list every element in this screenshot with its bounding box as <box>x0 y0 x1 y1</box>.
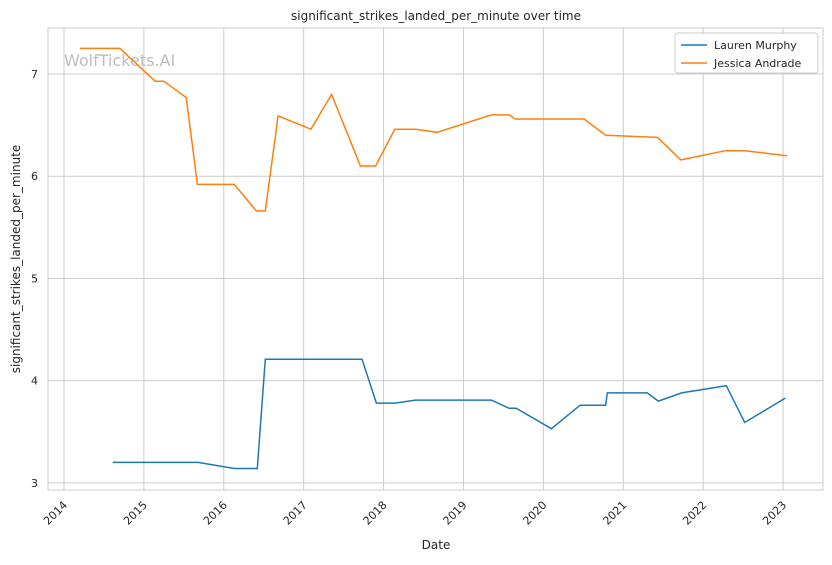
chart-title: significant_strikes_landed_per_minute ov… <box>291 9 581 23</box>
x-tick-label: 2019 <box>441 499 470 528</box>
x-tick-labels: 2014 2015 2016 2017 2018 2019 2020 2021 2022 2023 <box>41 499 789 528</box>
legend-box <box>674 32 819 74</box>
x-tick-label: 2021 <box>600 499 629 528</box>
y-tick-label: 4 <box>31 375 38 388</box>
y-tick-labels: 3 4 5 6 7 <box>31 68 38 490</box>
legend-label-lauren-murphy: Lauren Murphy <box>714 39 797 52</box>
y-tick-label: 5 <box>31 272 38 285</box>
y-tick-label: 6 <box>31 170 38 183</box>
y-tick-label: 3 <box>31 477 38 490</box>
x-tick-label: 2023 <box>760 499 789 528</box>
y-axis-label: significant_strikes_landed_per_minute <box>9 145 23 374</box>
x-tick-label: 2014 <box>41 499 70 528</box>
series-group <box>80 47 788 470</box>
plot-frame <box>47 27 824 491</box>
x-tick-label: 2018 <box>361 499 390 528</box>
y-tick-label: 7 <box>31 68 38 81</box>
legend: Lauren Murphy Jessica Andrade <box>674 32 819 74</box>
x-axis-label: Date <box>422 538 451 552</box>
x-tick-label: 2020 <box>520 499 549 528</box>
series-line-lauren-murphy <box>112 358 786 470</box>
x-tick-label: 2016 <box>201 499 230 528</box>
grid <box>48 28 823 490</box>
x-tick-label: 2015 <box>121 499 150 528</box>
x-tick-label: 2017 <box>281 499 310 528</box>
x-tick-label: 2022 <box>680 499 709 528</box>
legend-label-jessica-andrade: Jessica Andrade <box>713 57 802 70</box>
series-line-jessica-andrade <box>80 47 788 212</box>
watermark: WolfTickets.AI <box>64 51 175 70</box>
